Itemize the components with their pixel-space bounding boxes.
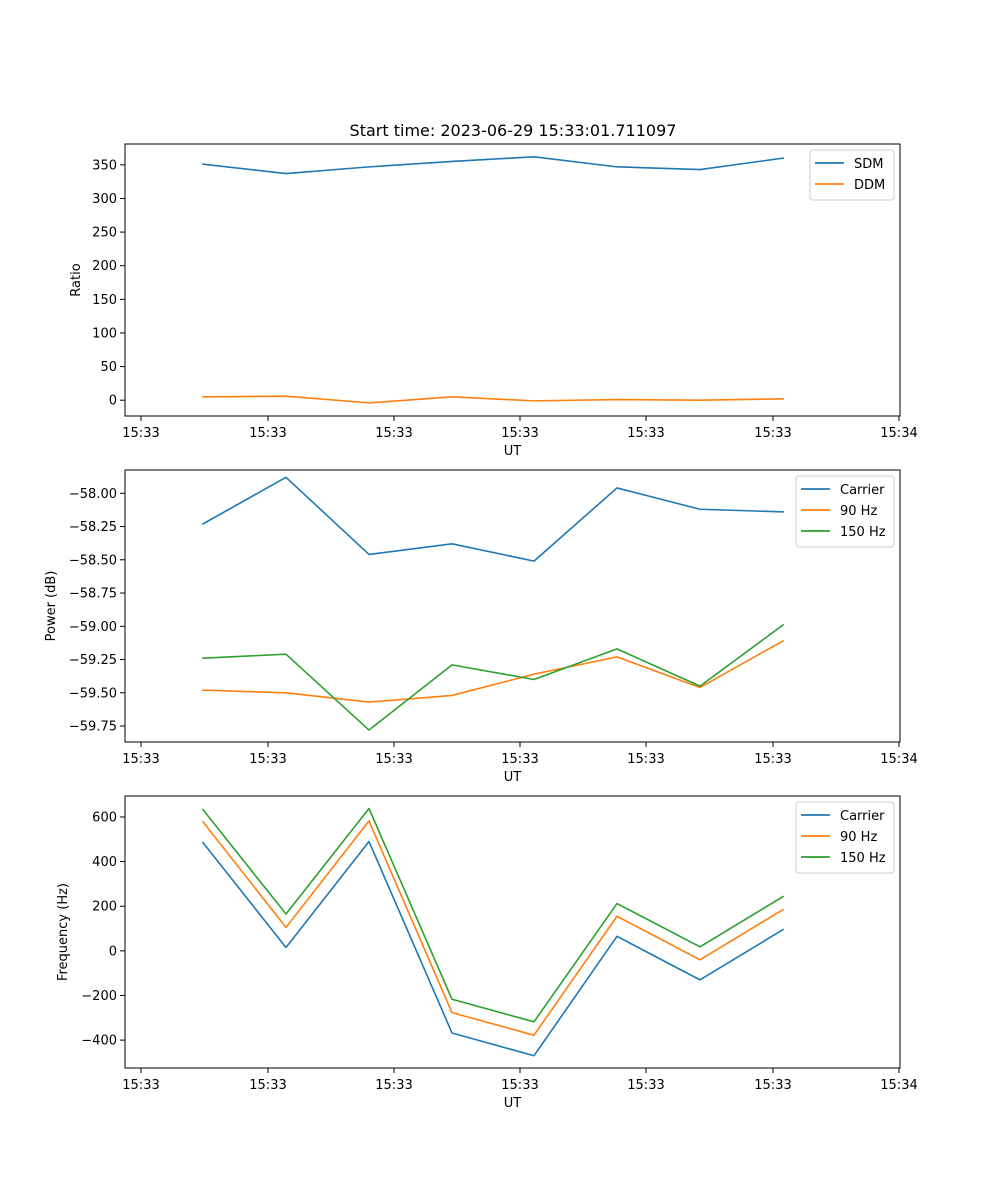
- chart-panel-2: 15:33 15:33 15:33 15:33 15:33 15:33 15:34 −59.7…: [44, 469, 918, 785]
- series-line-150-hz: [201, 807, 785, 1023]
- x-axis-label: UT: [504, 1096, 522, 1111]
- x-tick-label: 15:34: [880, 1078, 917, 1093]
- x-tick-label: 15:33: [627, 1078, 664, 1093]
- legend-label-150-hz: 150 Hz: [840, 851, 886, 866]
- series-line-sdm: [202, 155, 784, 175]
- x-tick-label: 15:33: [375, 426, 412, 441]
- y-tick-label: −58.75: [69, 587, 117, 602]
- y-tick-label: −59.25: [69, 653, 117, 668]
- series-line-carrier: [201, 840, 785, 1057]
- y-tick-label: 50: [100, 360, 117, 375]
- x-tick-label: 15:33: [501, 1078, 538, 1093]
- y-tick-label: 300: [92, 192, 117, 207]
- y-tick-label: −58.50: [69, 553, 117, 568]
- x-tick-label: 15:33: [122, 426, 159, 441]
- y-tick-label: −59.75: [69, 720, 117, 735]
- x-tick-label: 15:33: [249, 752, 286, 767]
- x-tick-label: 15:34: [880, 752, 917, 767]
- x-tick-label: 15:33: [754, 1078, 791, 1093]
- y-tick-label: 100: [92, 326, 117, 341]
- y-tick-label: 600: [92, 810, 117, 825]
- y-tick-label: 350: [92, 158, 117, 173]
- y-tick-label: 0: [109, 944, 117, 959]
- y-tick-label: 200: [92, 259, 117, 274]
- x-tick-label: 15:33: [249, 426, 286, 441]
- chart-panel-1: 15:33 15:33 15:33 15:33 15:33 15:33 15:34 0 50 10…: [69, 143, 918, 459]
- legend-label-carrier: Carrier: [840, 809, 885, 824]
- y-tick-label: −58.00: [69, 487, 117, 502]
- legend-box: [795, 475, 895, 548]
- legend-box: [795, 801, 895, 874]
- legend-label-90-hz: 90 Hz: [840, 504, 877, 519]
- x-tick-label: 15:33: [122, 1078, 159, 1093]
- x-tick-label: 15:33: [249, 1078, 286, 1093]
- chart-panel-3: 15:33 15:33 15:33 15:33 15:33 15:33 15:34 −400 −…: [56, 795, 918, 1111]
- y-tick-label: 400: [92, 855, 117, 870]
- x-tick-label: 15:33: [501, 426, 538, 441]
- series-line-carrier: [201, 476, 784, 562]
- series-line-90-hz: [202, 639, 785, 703]
- y-tick-label: 250: [92, 226, 117, 241]
- y-tick-label: −59.50: [69, 686, 117, 701]
- series-line-ddm: [202, 395, 784, 404]
- x-axis-label: UT: [504, 770, 522, 785]
- x-tick-label: 15:33: [375, 1078, 412, 1093]
- legend-label-150-hz: 150 Hz: [840, 525, 886, 540]
- x-tick-label: 15:33: [754, 426, 791, 441]
- plot-frame: [124, 469, 901, 743]
- x-tick-label: 15:33: [375, 752, 412, 767]
- legend-label-ddm: DDM: [854, 178, 885, 193]
- x-tick-label: 15:33: [627, 426, 664, 441]
- series-line-150-hz: [202, 623, 785, 731]
- y-axis-label: Frequency (Hz): [56, 883, 71, 981]
- y-tick-label: −59.00: [69, 620, 117, 635]
- y-tick-label: 200: [92, 900, 117, 915]
- y-tick-label: 150: [92, 293, 117, 308]
- legend-label-carrier: Carrier: [840, 483, 885, 498]
- y-tick-label: 0: [109, 394, 117, 409]
- y-axis-label: Ratio: [69, 263, 84, 296]
- legend-label-sdm: SDM: [854, 157, 883, 172]
- x-tick-label: 15:34: [880, 426, 917, 441]
- x-tick-label: 15:33: [501, 752, 538, 767]
- x-axis-label: UT: [504, 444, 522, 459]
- plot-frame: [124, 143, 901, 417]
- figure-title: Start time: 2023-06-29 15:33:01.711097: [350, 121, 677, 140]
- plot-frame: [124, 795, 901, 1069]
- series-line-90-hz: [201, 820, 785, 1036]
- y-tick-label: −200: [81, 989, 117, 1004]
- x-tick-label: 15:33: [122, 752, 159, 767]
- y-axis-label: Power (dB): [44, 571, 59, 642]
- x-tick-label: 15:33: [754, 752, 791, 767]
- legend-label-90-hz: 90 Hz: [840, 830, 877, 845]
- y-tick-label: −58.25: [69, 520, 117, 535]
- y-tick-label: −400: [81, 1034, 117, 1049]
- x-tick-label: 15:33: [627, 752, 664, 767]
